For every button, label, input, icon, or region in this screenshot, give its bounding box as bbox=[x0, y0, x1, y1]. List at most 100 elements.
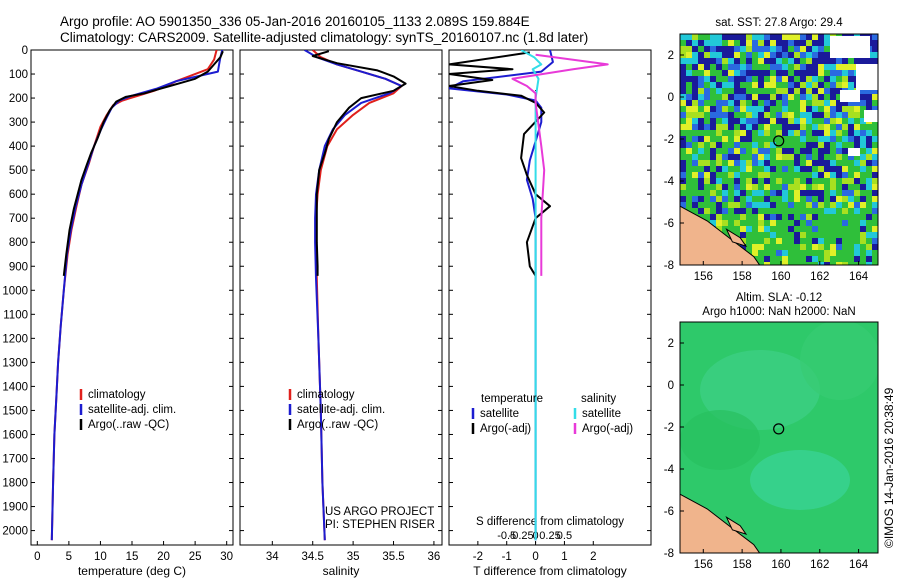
sst-cell bbox=[698, 118, 704, 124]
sst-cell bbox=[734, 106, 740, 112]
salinity-diff-tick-label: 0.25 bbox=[539, 530, 560, 542]
sst-cell bbox=[728, 64, 734, 70]
argo-float-location-marker bbox=[773, 135, 785, 147]
sst-cell bbox=[746, 160, 752, 166]
sst-cell bbox=[806, 70, 812, 76]
salinity-diff-tick-label: 0.5 bbox=[557, 530, 572, 542]
sst-cell bbox=[866, 106, 872, 112]
sst-cell bbox=[776, 190, 782, 196]
sst-cell bbox=[836, 148, 842, 154]
sst-cell bbox=[692, 46, 698, 52]
sst-cell bbox=[710, 106, 716, 112]
temperature-plot-frame bbox=[30, 49, 234, 546]
sst-cell bbox=[782, 154, 788, 160]
sla-map-xtick-label: 164 bbox=[849, 559, 869, 571]
sst-map-panel: 156 158 160 162 164 2 0 -2 -4 -6 -8 sat. SST: 27.8 … bbox=[664, 17, 879, 283]
sst-cell bbox=[806, 40, 812, 46]
legend-label: Argo(..raw -QC) bbox=[297, 419, 378, 431]
sst-cell bbox=[740, 208, 746, 214]
sst-cell bbox=[734, 94, 740, 100]
sst-cell bbox=[812, 130, 818, 136]
sst-cell bbox=[758, 112, 764, 118]
sst-cell bbox=[848, 196, 854, 202]
sst-cell bbox=[824, 106, 830, 112]
depth-tick-label: 700 bbox=[9, 213, 28, 225]
sst-cell bbox=[752, 190, 758, 196]
sst-cell bbox=[824, 124, 830, 130]
sst-cell bbox=[716, 160, 722, 166]
sst-cell bbox=[698, 112, 704, 118]
sst-cell bbox=[824, 250, 830, 256]
sst-cell bbox=[710, 112, 716, 118]
sst-cell bbox=[812, 244, 818, 250]
sst-cell bbox=[806, 166, 812, 172]
sst-cell bbox=[800, 70, 806, 76]
sst-cell bbox=[824, 142, 830, 148]
sst-map-ytick-label: -8 bbox=[664, 260, 674, 272]
sst-map-island bbox=[725, 228, 748, 248]
sst-cell bbox=[830, 184, 836, 190]
sst-cell bbox=[872, 238, 878, 244]
sst-cell bbox=[776, 214, 782, 220]
sst-cell bbox=[704, 166, 710, 172]
sst-cell bbox=[752, 34, 758, 40]
sst-cell bbox=[818, 94, 824, 100]
sst-cell bbox=[806, 196, 812, 202]
differences-series-sal_argo bbox=[511, 53, 609, 276]
sst-cell bbox=[806, 82, 812, 88]
sst-cell bbox=[710, 190, 716, 196]
sst-cell bbox=[848, 202, 854, 208]
sst-cloud-gap bbox=[864, 110, 878, 122]
sst-cell bbox=[788, 214, 794, 220]
sla-map-ytick-label: 2 bbox=[668, 338, 674, 350]
sst-cell bbox=[776, 34, 782, 40]
sst-cell bbox=[710, 118, 716, 124]
sst-cell bbox=[854, 160, 860, 166]
argo-float-location-marker bbox=[773, 423, 785, 435]
sst-cell bbox=[848, 100, 854, 106]
sst-cell bbox=[836, 100, 842, 106]
sst-cell bbox=[764, 256, 770, 262]
sst-cell bbox=[800, 124, 806, 130]
sst-cell bbox=[830, 58, 836, 64]
sst-cell bbox=[716, 214, 722, 220]
sst-cell bbox=[860, 136, 866, 142]
sst-cell bbox=[746, 130, 752, 136]
sst-cell bbox=[740, 40, 746, 46]
sst-cell bbox=[734, 154, 740, 160]
sst-cell bbox=[734, 52, 740, 58]
sst-cell bbox=[854, 112, 860, 118]
sst-cell bbox=[866, 142, 872, 148]
sst-cell bbox=[818, 88, 824, 94]
sst-cell bbox=[704, 178, 710, 184]
sst-cell bbox=[728, 154, 734, 160]
sst-cell bbox=[716, 166, 722, 172]
sla-map-xtick-label: 156 bbox=[694, 559, 713, 571]
sst-cell bbox=[686, 40, 692, 46]
sst-cell bbox=[782, 166, 788, 172]
differences-x-axis-label: T difference from climatology bbox=[473, 564, 627, 578]
temperature-x-axis-label: temperature (deg C) bbox=[78, 564, 186, 578]
sst-cell bbox=[722, 166, 728, 172]
sst-cell bbox=[800, 214, 806, 220]
sla-map-ytick-label: -4 bbox=[664, 464, 675, 476]
sst-cell bbox=[824, 118, 830, 124]
sst-cell bbox=[764, 142, 770, 148]
sst-cell bbox=[728, 148, 734, 154]
sst-cell bbox=[686, 70, 692, 76]
sst-cell bbox=[788, 94, 794, 100]
imos-credit: ©IMOS 14-Jan-2016 20:38:49 bbox=[882, 387, 896, 548]
sst-cell bbox=[812, 70, 818, 76]
sst-cell bbox=[728, 94, 734, 100]
sst-cell bbox=[794, 64, 800, 70]
sst-cell bbox=[806, 76, 812, 82]
sst-cell bbox=[812, 184, 818, 190]
sst-cell bbox=[710, 148, 716, 154]
sst-cell bbox=[836, 70, 842, 76]
sst-cell bbox=[824, 160, 830, 166]
sst-cell bbox=[788, 184, 794, 190]
sst-cell bbox=[806, 58, 812, 64]
sst-cell bbox=[680, 184, 686, 190]
sst-cell bbox=[830, 88, 836, 94]
sst-cell bbox=[740, 64, 746, 70]
